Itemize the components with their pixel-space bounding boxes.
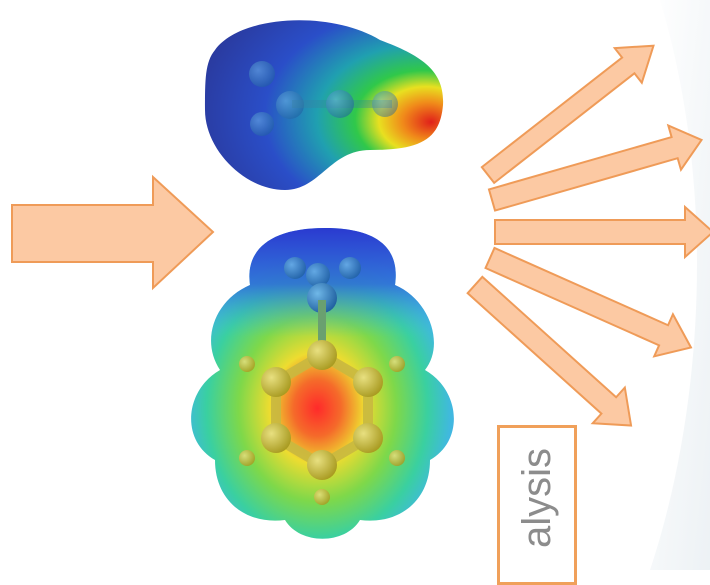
output-arrow-1 xyxy=(480,44,655,185)
background-swoosh xyxy=(650,0,710,570)
analysis-label-box: alysis xyxy=(497,425,577,585)
output-arrow-4 xyxy=(484,246,693,358)
input-arrow xyxy=(11,174,215,291)
analysis-label: alysis xyxy=(515,447,559,548)
output-arrow-5 xyxy=(466,275,633,427)
small-molecule-esp-surface xyxy=(205,20,444,190)
output-arrow-3 xyxy=(494,204,710,260)
output-arrow-2 xyxy=(487,123,704,212)
diagram-canvas xyxy=(11,0,710,570)
toluene-esp-surface xyxy=(191,228,454,539)
